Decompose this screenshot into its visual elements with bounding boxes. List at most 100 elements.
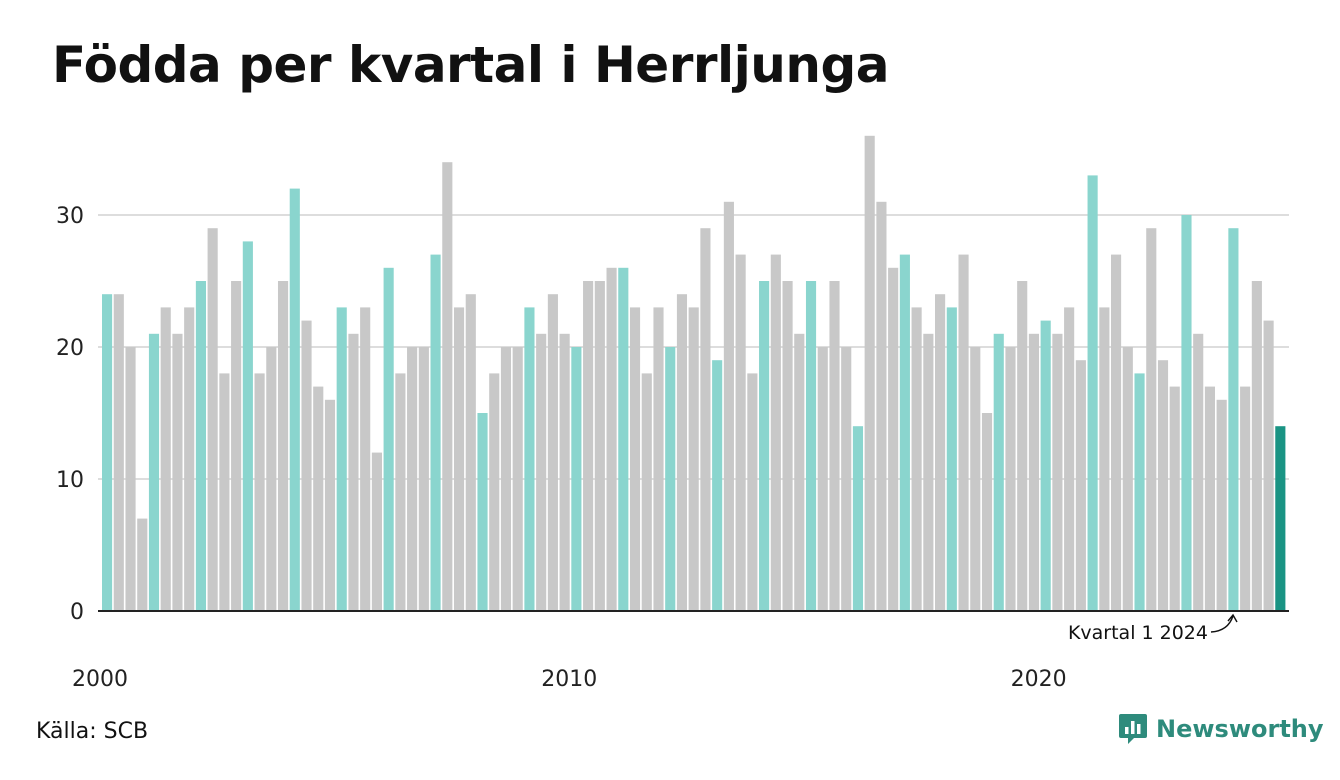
brand-name: Newsworthy [1156,715,1324,743]
bar [629,307,641,611]
bar [747,373,758,611]
x-tick-label: 2020 [1011,667,1067,692]
bar [1040,320,1051,611]
bar [1275,426,1286,611]
bar [1181,215,1192,611]
bar [1169,386,1180,611]
bar [160,307,171,611]
bar [571,347,582,611]
bar [782,281,793,611]
bar [500,347,512,611]
bar [430,254,441,611]
bar [207,228,218,611]
bar [559,333,570,611]
bar [442,162,453,611]
bar [1075,360,1086,611]
bar [231,281,242,611]
bar [993,333,1004,611]
x-tick-label: 2000 [72,667,128,692]
bar [935,294,946,611]
x-tick-label: 2010 [541,667,597,692]
bar [383,267,394,611]
bar [313,386,324,611]
bar [665,347,676,611]
bar [723,201,734,612]
chart-title: Födda per kvartal i Herrljunga [52,36,890,94]
bar [453,307,465,611]
y-tick-label: 0 [70,600,84,625]
x-axis-ticks: 2000 2010 2020 [72,667,1067,692]
bar [536,333,547,611]
source-label: Källa: SCB [36,719,149,744]
bars [102,135,1286,612]
bar [1251,281,1262,611]
bar [946,307,957,611]
bar [512,347,523,611]
bar [277,281,289,611]
bar [770,254,781,611]
bar [1216,399,1227,611]
bar [148,333,160,611]
bar [113,294,124,611]
bar [348,333,359,611]
bar [970,347,981,611]
bar [336,307,347,611]
bar [958,254,969,611]
bar [195,281,206,611]
bar [125,347,136,611]
bar [1087,175,1098,611]
bar [594,281,605,611]
bar [1146,228,1157,611]
bar [899,254,910,611]
bar [102,294,113,611]
brand-logo: Newsworthy [1118,712,1324,746]
bar [688,307,699,611]
bar [1193,333,1204,611]
bar [289,188,300,611]
bar [712,360,723,611]
bar [524,307,535,611]
bar [219,373,230,611]
bar [653,307,664,611]
bar [324,399,336,611]
bar [1111,254,1122,611]
y-axis-ticks: 0 10 20 30 [56,204,84,625]
bar [583,281,594,611]
newsworthy-logo-icon [1119,714,1147,744]
bar [395,373,406,611]
bar [1204,386,1215,611]
bar [371,452,382,611]
bar [641,373,652,611]
bar [547,294,558,611]
bar [172,333,183,611]
bar [254,373,265,611]
bar [1028,333,1040,611]
bar [1099,307,1110,611]
bar [477,413,488,611]
bar [759,281,770,611]
bar [923,333,934,611]
bar [242,241,253,611]
bar [911,307,922,611]
bar [266,347,277,611]
bar [676,294,688,611]
bar [418,347,429,611]
bar [1263,320,1274,611]
bar [1005,347,1016,611]
bar [735,254,746,611]
bar [841,347,852,611]
bar [888,267,899,611]
y-tick-label: 30 [56,204,84,229]
bar [876,201,887,612]
bar [1052,333,1063,611]
bar [1017,281,1028,611]
bar [1064,307,1075,611]
bar [817,347,828,611]
bar [852,426,864,611]
bar [1157,360,1169,611]
bar [407,347,418,611]
bar [301,320,312,611]
bar [465,294,476,611]
bar [360,307,371,611]
bar [618,267,629,611]
